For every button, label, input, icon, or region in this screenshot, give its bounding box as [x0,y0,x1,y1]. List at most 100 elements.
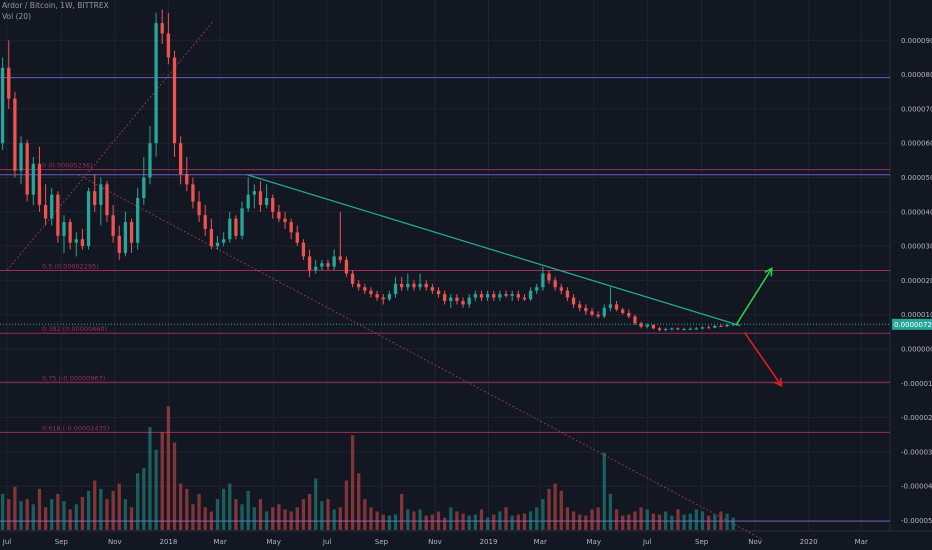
volume-bar [80,497,85,530]
volume-bar [320,501,324,530]
candle-body [485,294,490,298]
y-tick-label: 0.00005000 [901,174,932,182]
x-tick-label: Sep [375,538,389,546]
candle-body [596,314,600,317]
volume-bar [725,513,729,530]
volume-bar [375,511,379,530]
volume-bar [344,480,349,530]
volume-bar [0,493,5,530]
volume-bar [166,406,171,530]
volume-bar [682,514,686,530]
candle-body [381,297,385,300]
volume-bar [719,511,723,530]
candle-body [725,324,729,327]
volume-bar [111,490,115,530]
volume-bar [172,442,177,530]
arrow-up-icon [735,266,773,326]
candle-body [80,239,85,247]
candle-body [424,283,428,288]
candle-body [442,294,447,301]
diagonal-dotted-line [77,174,764,541]
candle-body [154,23,158,144]
volume-bar [283,509,287,530]
volume-bar [541,499,545,530]
candle-body [179,143,183,175]
candle-body [682,329,686,331]
volume-bar [258,499,263,530]
x-tick-label: 2020 [800,538,818,546]
volume-bar [350,435,355,530]
fib-level-label: 0.75 (-0.00000967) [42,374,105,382]
volume-bar [449,507,453,530]
y-tick-label: 0.00003000 [901,243,932,251]
volume-bar [412,511,416,530]
candle-body [7,67,11,99]
candle-body [111,215,115,236]
candle-body [455,297,459,301]
y-tick-label: 0.00001000 [901,311,932,319]
volume-bar [338,507,342,530]
x-tick-label: Nov [108,538,122,546]
volume-bar [154,449,158,530]
candle-body [541,273,545,288]
volume-bar [191,504,195,530]
candle-body [418,283,422,288]
fib-level-label: 0.382 (0.00000460) [42,325,107,333]
candle-body [172,57,177,144]
x-tick-label: Nov [748,538,762,546]
y-tick-label: 0.00008000 [901,71,932,79]
x-tick-label: Jul [322,538,332,546]
volume-bar [713,514,717,530]
candle-body [522,297,527,300]
candle-body [492,294,496,298]
volume-bar [13,486,17,530]
arrow-head [773,377,783,388]
candle-body [504,294,508,296]
volume-bar [295,507,299,530]
candle-body [645,324,649,327]
volume-bar [651,513,656,530]
volume-bar [99,488,103,530]
volume-bar [25,499,29,530]
candle-body [160,23,164,34]
volume-bar [197,493,201,530]
candle-body [350,273,355,284]
volume-bar [553,483,557,530]
volume-bar [357,473,361,530]
volume-bar [93,480,97,530]
candle-body [688,328,692,330]
candle-body [344,259,349,274]
volume-bar [596,507,600,530]
candle-body [608,304,613,308]
volume-bar [363,499,367,530]
candle-body [289,222,293,233]
y-tick-label: 0.00002000 [901,277,932,285]
y-tick-label: -0.00004000 [901,483,932,491]
volume-bar [461,513,465,530]
fib-level-label: 0.618 (-0.00002435) [42,424,109,432]
y-tick-label: -0.00003000 [901,448,932,456]
volume-bar [694,509,699,530]
volume-bar [56,493,60,530]
candle-body [0,67,5,144]
candle-body [731,324,735,326]
volume-bar [608,493,613,530]
candle-body [584,307,588,312]
candle-body [197,201,201,216]
candle-body [473,294,477,298]
candle-body [191,184,195,202]
symbol-header: Ardor / Bitcoin, 1W, BITTREX [2,1,109,10]
candle-body [185,174,189,185]
candle-body [74,239,78,243]
y-tick-label: 0.00000000 [901,346,932,354]
candle-body [203,215,207,229]
volume-bar [590,509,594,530]
candle-body [295,232,299,243]
candle-body [338,256,342,260]
candle-body [332,256,336,267]
volume-bar [473,514,477,530]
volume-bar [160,432,164,530]
candle-body [700,327,705,329]
